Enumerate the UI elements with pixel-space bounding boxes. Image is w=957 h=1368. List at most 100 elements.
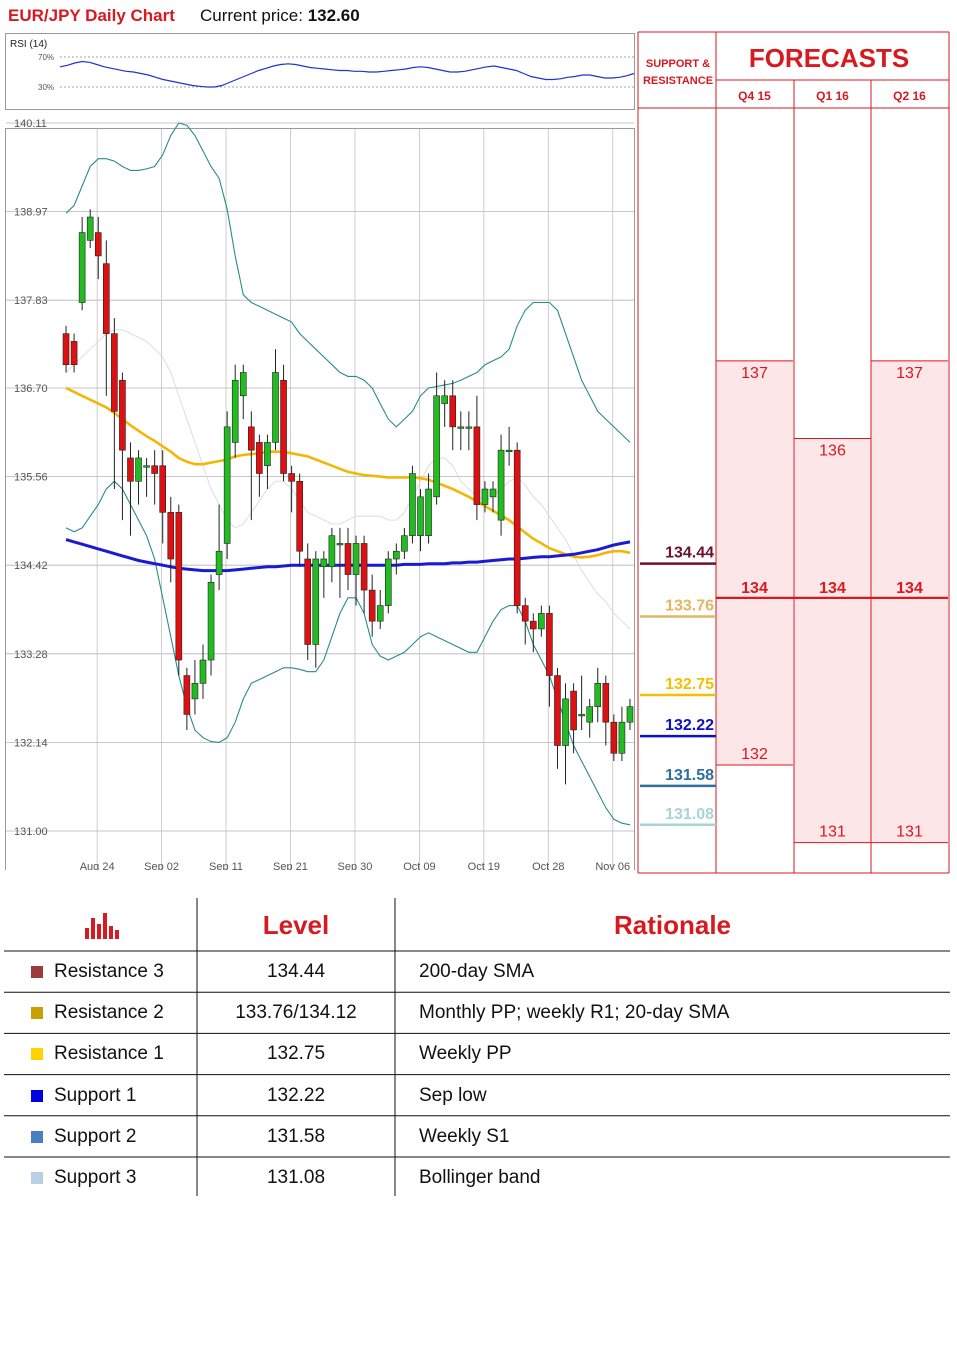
bollinger-lower-line [65,480,631,826]
candle [554,667,561,769]
candle [441,380,448,427]
sr-level-value: 134.44 [665,545,714,562]
rsi-panel: RSI (14) 70% 30% [5,33,635,110]
table-gridlines [4,898,950,1196]
candle [256,434,263,497]
candle [538,605,545,637]
candle [86,209,94,249]
level-column-header: Level [262,910,330,940]
candle [320,551,328,598]
candle [497,434,505,536]
level-swatch [31,1007,43,1020]
forecast-range [794,438,871,843]
x-tick-label: Aug 24 [80,861,115,870]
candle [127,442,134,536]
level-value: 132.75 [266,1043,326,1065]
chart-header: EUR/JPY Daily Chart Current price: 132.6… [6,4,636,30]
forecast-mid-value: 134 [819,580,846,597]
candle [94,217,102,280]
level-value: 131.08 [266,1167,326,1188]
level-name: Resistance 1 [54,1043,164,1065]
candle [223,411,231,559]
candle [360,535,368,614]
level-swatch [31,1130,43,1143]
y-tick-label: 137.83 [14,295,48,307]
candle [191,660,199,715]
candle [207,574,215,676]
candle [610,714,618,762]
candle [586,698,593,738]
forecast-column-label: Q2 16 [893,89,926,103]
candle [159,450,167,544]
candle [449,380,457,451]
x-tick-label: Sep 11 [209,861,243,870]
x-tick-label: Oct 28 [532,861,564,870]
bollinger-upper-line [65,122,631,443]
forecast-high-value: 136 [819,443,846,460]
candle [167,496,175,583]
y-tick-label: 133.28 [14,649,48,661]
chart-title: EUR/JPY Daily Chart [8,6,175,25]
x-tick-label: Sep 02 [144,861,179,870]
forecast-low-value: 131 [819,824,846,841]
rationale-column-header: Rationale [613,910,732,940]
table-row: Support 1 132.22 Sep low [4,1075,950,1116]
sma20-line [65,386,631,559]
candle [143,457,150,497]
sr-level-value: 132.22 [665,717,714,734]
y-tick-label: 134.42 [14,560,48,572]
level-value: 133.76/134.12 [235,1002,357,1024]
current-price: Current price: 132.60 [200,6,360,26]
candle [546,605,553,707]
candle [457,411,465,451]
table-row: Resistance 1 132.75 Weekly PP [4,1033,950,1074]
level-rationale: Sep low [419,1084,487,1106]
y-tick-label: 132.14 [14,737,48,749]
table-row: Support 3 131.08 Bollinger band [4,1157,950,1198]
forecast-mid-value: 134 [741,580,768,597]
level-name: Support 2 [54,1125,137,1147]
candle [280,364,287,482]
y-tick-label: 138.97 [14,207,48,219]
forecast-mid-value: 134 [896,580,923,597]
level-value: 132.22 [266,1084,326,1106]
candle [376,590,384,629]
rsi-line [59,60,635,88]
candle [175,504,183,676]
level-swatch [31,1089,43,1102]
y-tick-label: 131.00 [14,826,48,838]
candle [602,675,610,746]
table-row: Resistance 2 133.76/134.12 Monthly PP; wee… [4,992,950,1033]
candle [489,481,497,513]
candle [62,325,70,373]
level-swatch [31,966,43,978]
forecast-low-value: 131 [896,824,923,841]
candle [409,465,416,544]
sr-header-line2: RESISTANCE [643,75,713,87]
price-chart-frame [5,128,635,870]
candle [288,465,295,513]
rsi-level-high-label: 70% [38,53,54,62]
candle [505,426,513,466]
candle [78,217,86,311]
x-tick-label: Nov 06 [595,861,630,870]
level-value: 134.44 [266,961,326,982]
level-name: Support 1 [54,1084,137,1106]
candle [562,683,569,785]
level-rationale: Monthly PP; weekly R1; 20-day SMA [419,1002,730,1024]
bar-chart-icon [85,913,119,939]
candle [521,597,529,645]
sr-level-value: 132.75 [665,676,714,693]
candle [296,473,303,567]
candle [199,644,207,699]
rsi-label: RSI (14) [10,39,47,50]
x-tick-label: Oct 09 [403,861,435,870]
forecast-high-value: 137 [896,365,923,382]
y-tick-label: 140.11 [14,118,47,130]
candle [119,372,126,521]
y-tick-label: 136.70 [14,383,48,395]
candle [183,667,191,730]
candle [352,535,360,606]
level-rationale: Weekly S1 [419,1125,510,1147]
price-chart: 140.11 138.97 137.83 136.70 135.56 134.42 133.… [5,118,635,870]
